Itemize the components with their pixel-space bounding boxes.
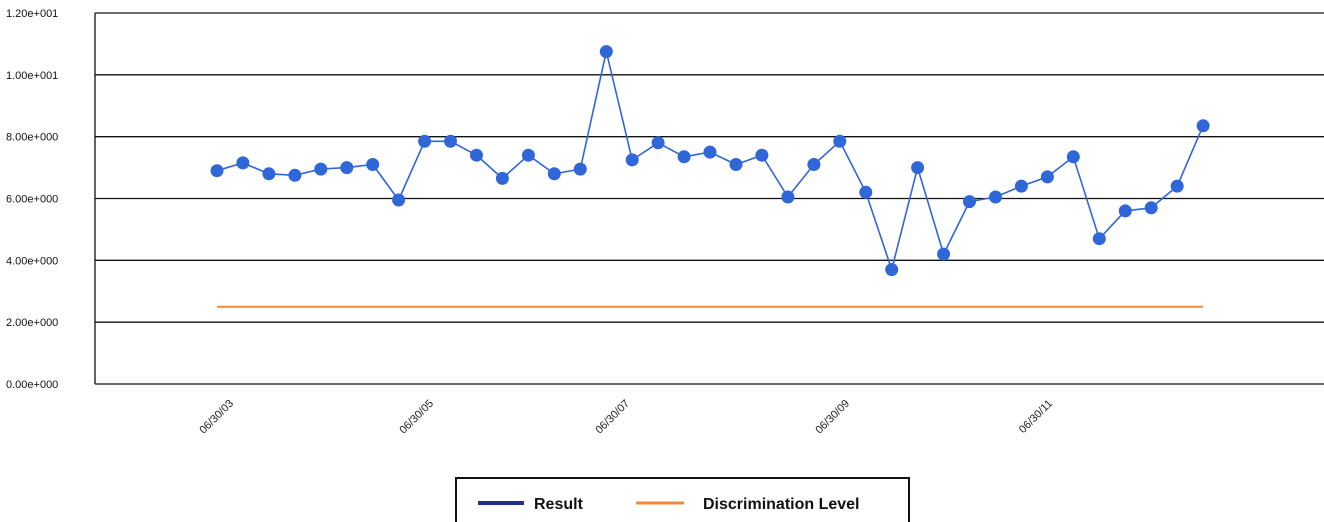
data-point-result (366, 158, 380, 171)
data-point-result (288, 168, 302, 182)
data-point-result (781, 190, 795, 204)
data-point-result (470, 148, 483, 162)
data-point-result (599, 45, 613, 59)
x-tick-label: 06/30/05 (397, 398, 436, 437)
data-point-result (1040, 170, 1054, 184)
data-point-result (418, 134, 432, 148)
data-point-result (210, 164, 224, 178)
data-point-result (444, 134, 457, 148)
data-point-result (521, 148, 535, 162)
data-point-result (314, 162, 328, 176)
y-tick-label: 1.00e+001 (6, 70, 58, 82)
data-point-result (1014, 179, 1028, 193)
y-tick-label: 4.00e+000 (6, 255, 58, 267)
series-layer (210, 45, 1210, 308)
data-point-result (703, 145, 717, 159)
data-point-result (236, 156, 250, 170)
x-tick-label: 06/30/07 (593, 398, 632, 437)
data-point-result (859, 185, 873, 199)
data-point-result (937, 247, 951, 261)
y-tick-label: 8.00e+000 (6, 132, 58, 144)
data-point-result (885, 263, 899, 277)
data-point-result (573, 162, 587, 176)
data-point-result (677, 150, 691, 164)
data-point-result (1092, 232, 1106, 246)
data-point-result (625, 153, 639, 167)
data-point-result (340, 161, 354, 175)
y-axis-ticks: 0.00e+000 2.00e+000 4.00e+000 6.00e+000 8.00… (6, 8, 58, 391)
y-tick-label: 6.00e+000 (6, 194, 58, 206)
data-point-result (651, 136, 665, 150)
legend-label-discrimination-level: Discrimination Level (703, 496, 860, 513)
data-point-result (495, 171, 509, 185)
series-line-result (216, 51, 1204, 273)
x-tick-label: 06/30/03 (197, 398, 236, 437)
data-point-result (1118, 204, 1132, 218)
data-point-result (547, 167, 561, 181)
legend-box (455, 477, 910, 522)
y-tick-label: 1.20e+001 (6, 8, 58, 20)
data-point-result (1144, 201, 1158, 215)
y-tick-label: 2.00e+000 (6, 317, 58, 329)
x-axis-ticks: 06/30/03 06/30/05 06/30/07 06/30/09 06/30/11 (197, 398, 1055, 437)
data-point-result (807, 158, 821, 171)
data-point-result (729, 158, 743, 171)
legend: Result Discrimination Level (455, 477, 910, 522)
data-point-result (262, 167, 276, 181)
data-point-result (989, 190, 1002, 204)
data-point-result (1170, 179, 1184, 193)
x-tick-label: 06/30/11 (1017, 398, 1055, 436)
data-point-result (1066, 150, 1080, 164)
y-tick-label: 0.00e+000 (6, 379, 58, 391)
data-point-result (1196, 119, 1210, 133)
data-point-result (392, 193, 406, 207)
data-point-result (963, 195, 976, 209)
data-point-result (833, 134, 847, 148)
legend-label-result: Result (534, 496, 584, 513)
data-point-result (755, 148, 769, 162)
data-point-result (911, 161, 925, 175)
x-tick-label: 06/30/09 (813, 398, 852, 437)
grid-lines (94, 12, 1324, 385)
